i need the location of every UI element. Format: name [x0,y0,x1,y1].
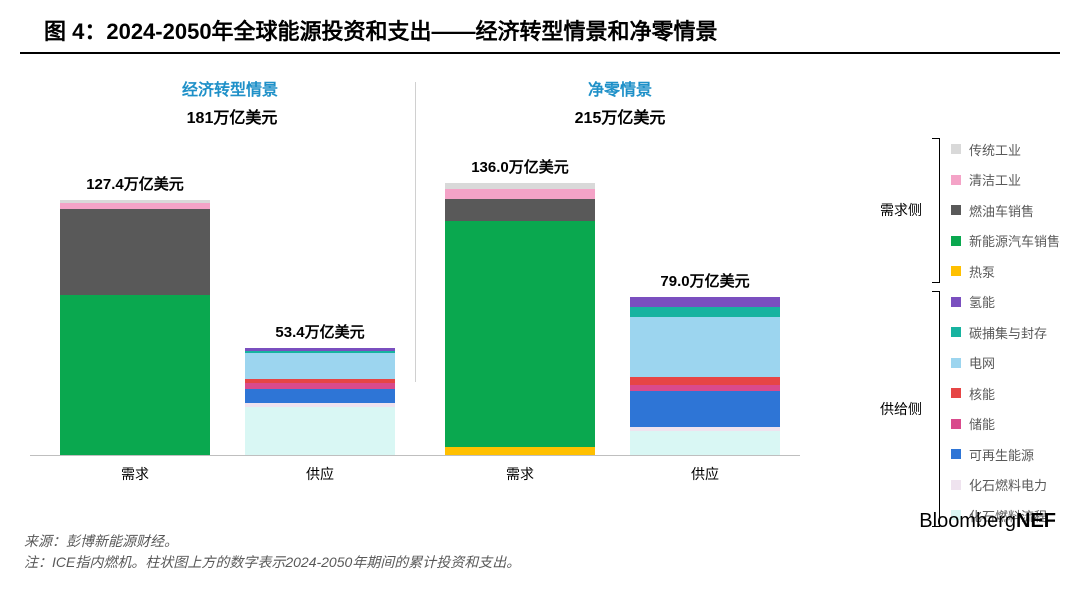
legend-item: 碳捕集与封存 [951,317,1060,348]
bar-x-label: 需求 [430,455,610,484]
stacked-bar [245,348,395,455]
legend-swatch [951,175,961,185]
bar-top-value: 136.0万亿美元 [435,156,605,177]
legend-group-label: 供给侧 [880,399,922,419]
bar-segment [630,297,780,307]
bar-segment [630,391,780,427]
bar-segment [445,447,595,455]
bar-segment [630,377,780,385]
chart-title: 图 4：2024-2050年全球能源投资和支出——经济转型情景和净零情景 [44,14,1036,46]
legend-label: 碳捕集与封存 [969,323,1047,342]
legend-swatch [951,266,961,276]
bar-top-value: 127.4万亿美元 [50,173,220,194]
scenario-separator [415,82,416,382]
legend-item: 电网 [951,348,1060,379]
bar-top-value: 79.0万亿美元 [620,270,790,291]
bar-slot: 136.0万亿美元需求 [445,183,595,455]
legend-item: 储能 [951,409,1060,440]
bar-slot: 79.0万亿美元供应 [630,297,780,455]
scenario-title: 经济转型情景 [170,76,290,100]
bar-segment [445,189,595,199]
bar-x-label: 供应 [230,455,410,484]
legend-label: 热泵 [969,262,995,281]
legend-label: 电网 [969,353,995,372]
footnote-source: 来源：彭博新能源财经。 [24,531,520,552]
stacked-bar [630,297,780,455]
bar-x-label: 供应 [615,455,795,484]
bar-slot: 53.4万亿美元供应 [245,348,395,455]
legend-item: 传统工业 [951,134,1060,165]
legend-label: 清洁工业 [969,170,1021,189]
legend-item: 新能源汽车销售 [951,226,1060,257]
bar-segment [445,199,595,221]
legend-item: 化石燃料电力 [951,470,1060,501]
legend-swatch [951,480,961,490]
legend-label: 储能 [969,414,995,433]
bar-segment [60,209,210,295]
legend-label: 化石燃料电力 [969,475,1047,494]
legend-label: 可再生能源 [969,445,1034,464]
legend-group-label: 需求侧 [880,200,922,220]
title-row: 图 4：2024-2050年全球能源投资和支出——经济转型情景和净零情景 [20,0,1060,54]
bar-segment [60,295,210,455]
footnotes: 来源：彭博新能源财经。 注：ICE指内燃机。柱状图上方的数字表示2024-205… [24,531,520,573]
legend-group-brace [932,291,940,527]
logo: BloombergNEF [919,510,1056,533]
legend-swatch [951,449,961,459]
legend-items: 传统工业清洁工业燃油车销售新能源汽车销售热泵氢能碳捕集与封存电网核能储能可再生能… [951,134,1060,531]
legend-label: 传统工业 [969,140,1021,159]
logo-part1: Bloomberg [919,510,1016,532]
bar-top-value: 53.4万亿美元 [235,321,405,342]
bar-segment [245,353,395,379]
legend-swatch [951,297,961,307]
legend-label: 新能源汽车销售 [969,231,1060,250]
legend-item: 燃油车销售 [951,195,1060,226]
legend-swatch [951,388,961,398]
legend-swatch [951,236,961,246]
legend-label: 燃油车销售 [969,201,1034,220]
legend-label: 氢能 [969,292,995,311]
legend-item: 核能 [951,378,1060,409]
bar-slot: 127.4万亿美元需求 [60,200,210,455]
legend-swatch [951,419,961,429]
scenario-title: 净零情景 [560,76,680,100]
footnote-note: 注：ICE指内燃机。柱状图上方的数字表示2024-2050年期间的累计投资和支出… [24,552,520,573]
bar-segment [630,317,780,377]
legend-item: 可再生能源 [951,439,1060,470]
legend-swatch [951,144,961,154]
legend-item: 清洁工业 [951,165,1060,196]
bar-x-label: 需求 [45,455,225,484]
legend-swatch [951,358,961,368]
bar-segment [245,407,395,455]
scenario-total: 215万亿美元 [560,104,680,128]
chart-wrap: 经济转型情景 181万亿美元 净零情景 215万亿美元 127.4万亿美元需求 53.4万… [0,54,1080,474]
bar-segment [445,221,595,447]
bar-segment [630,431,780,455]
legend-swatch [951,205,961,215]
logo-part2: NEF [1016,510,1056,532]
legend-group-brace [932,138,940,283]
legend-label: 核能 [969,384,995,403]
legend-item: 氢能 [951,287,1060,318]
legend-swatch [951,327,961,337]
scenario-total: 181万亿美元 [172,104,292,128]
bar-segment [245,389,395,403]
bar-segment [630,307,780,317]
legend-item: 热泵 [951,256,1060,287]
stacked-bar [445,183,595,455]
chart-area: 经济转型情景 181万亿美元 净零情景 215万亿美元 127.4万亿美元需求 53.4万… [30,76,800,456]
stacked-bar [60,200,210,455]
